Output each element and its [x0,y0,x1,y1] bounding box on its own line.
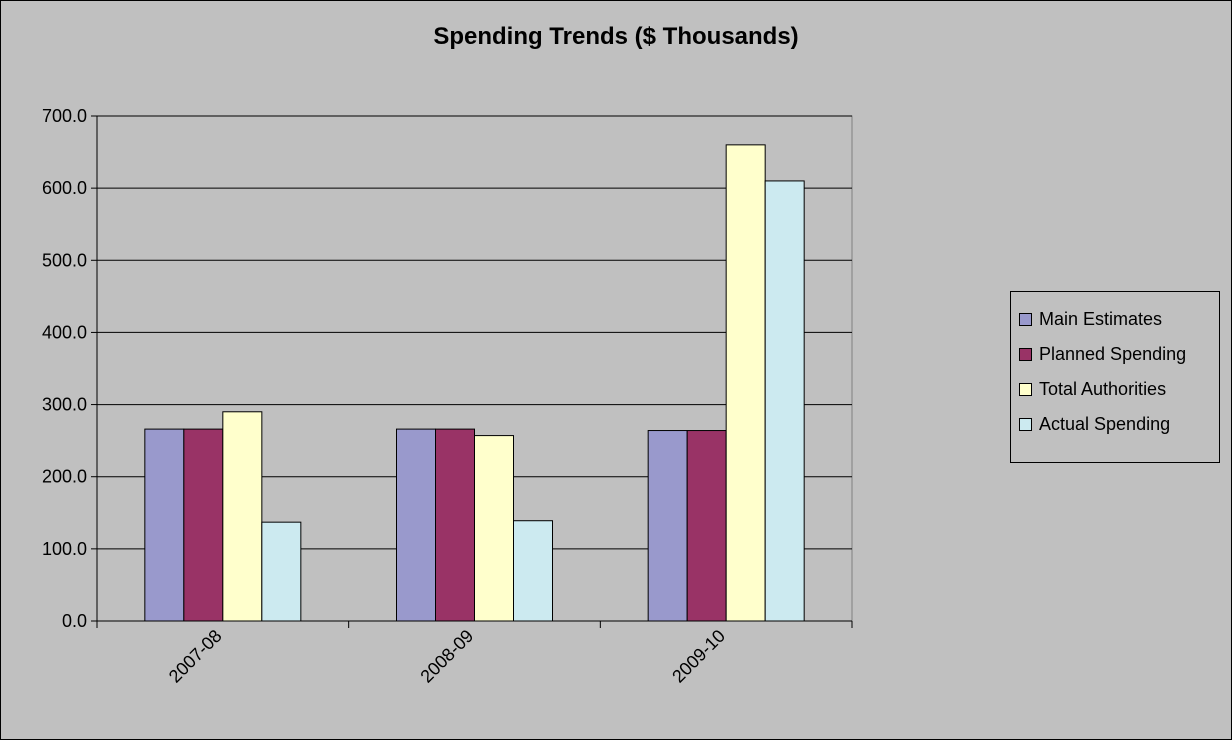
y-tick-label: 500.0 [42,250,87,270]
y-tick-label: 700.0 [42,106,87,126]
legend-entry: Main Estimates [1019,304,1162,334]
y-tick-label: 200.0 [42,467,87,487]
legend-swatch [1019,417,1032,431]
chart-title: Spending Trends ($ Thousands) [433,23,799,50]
x-tick-label: 2008-09 [416,626,477,687]
bar [725,144,766,622]
legend-swatch [1019,382,1032,396]
bar [261,521,302,622]
legend-entry: Total Authorities [1019,374,1166,404]
x-tick-label: 2007-08 [165,626,226,687]
bar [222,411,263,622]
legend-label: Planned Spending [1039,343,1187,364]
legend-entry: Actual Spending [1019,409,1170,439]
legend-entry: Planned Spending [1019,339,1186,369]
legend-swatch [1019,347,1032,361]
y-tick-label: 400.0 [42,322,87,342]
y-tick-label: 100.0 [42,539,87,559]
bar [183,428,224,622]
bar [647,430,688,622]
bar [686,430,727,622]
y-tick-label: 0.0 [62,611,87,631]
bar [144,428,185,622]
legend-swatch [1019,312,1032,326]
x-tick-label: 2009-10 [668,626,729,687]
legend: Main Estimates Planned Spending Total Auth… [1010,291,1220,463]
legend-label: Actual Spending [1039,413,1171,434]
legend-label: Main Estimates [1039,308,1163,329]
y-tick-label: 300.0 [42,395,87,415]
bar [764,180,805,622]
legend-label: Total Authorities [1039,378,1167,399]
y-tick-label: 600.0 [42,178,87,198]
bar [474,435,514,622]
bar [435,428,475,622]
bar [396,428,436,622]
bar [513,520,553,622]
